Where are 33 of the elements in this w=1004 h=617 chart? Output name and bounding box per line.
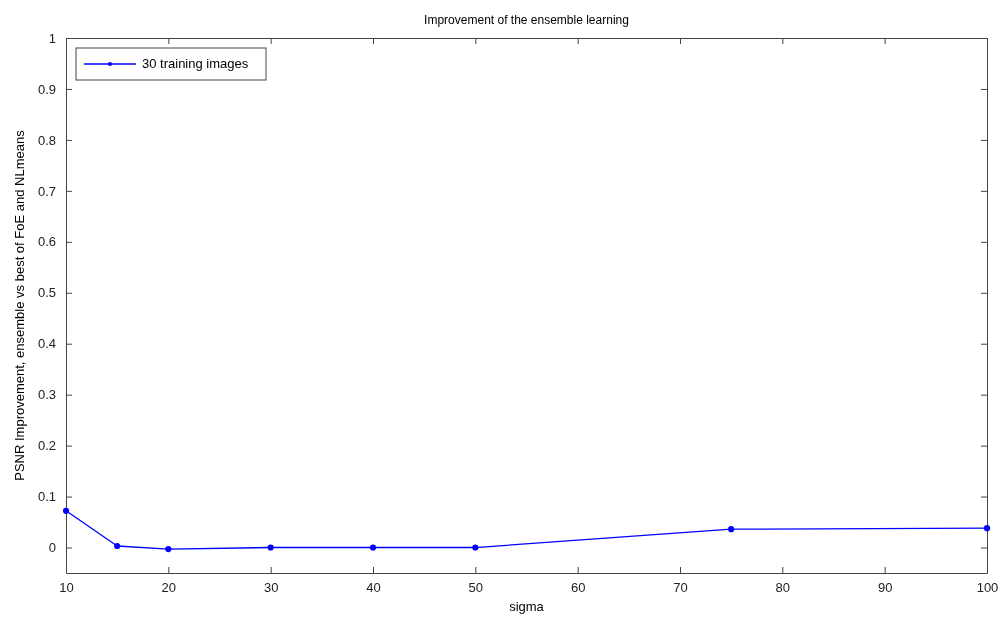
point [267,544,274,551]
x-tick-label: 20 [161,580,177,596]
x-tick-label: 10 [59,580,74,596]
y-tick-label: 0.6 [37,234,56,250]
x-tick-label: 80 [775,580,791,596]
point [728,526,735,533]
x-tick-label: 90 [877,580,893,596]
x-tick-label: 60 [570,580,586,596]
x-tick-label: 30 [263,580,279,596]
legend-label: 30 training images [142,56,249,71]
x-axis-title: sigma [509,599,545,614]
x-tick-label: 40 [366,580,381,596]
point [472,544,479,551]
x-tick-label: 100 [976,580,999,596]
x-tick-label: 70 [673,580,688,596]
y-tick-label: 0 [48,540,56,556]
y-tick-label: 0.8 [37,132,56,148]
x-tick-label: 50 [468,580,484,596]
y-tick-label: 0.5 [37,285,56,301]
point [62,507,70,514]
point [114,542,121,550]
y-tick-label: 0.2 [37,438,56,454]
point [983,525,991,532]
point [165,545,172,553]
point [369,544,377,551]
y-tick-label: 0.1 [37,489,56,505]
y-tick-label: 0.7 [37,183,56,199]
y-tick-label: 0.4 [37,336,56,352]
y-tick-label: 0.9 [37,81,56,97]
y-axis-title: PSNR Improvement, ensemble vs best of FoE and NLmeans [12,129,27,481]
chart-title: Improvement of the ensemble learning [424,13,629,27]
y-tick-label: 1 [48,30,56,46]
y-tick-label: 0.3 [37,387,56,403]
